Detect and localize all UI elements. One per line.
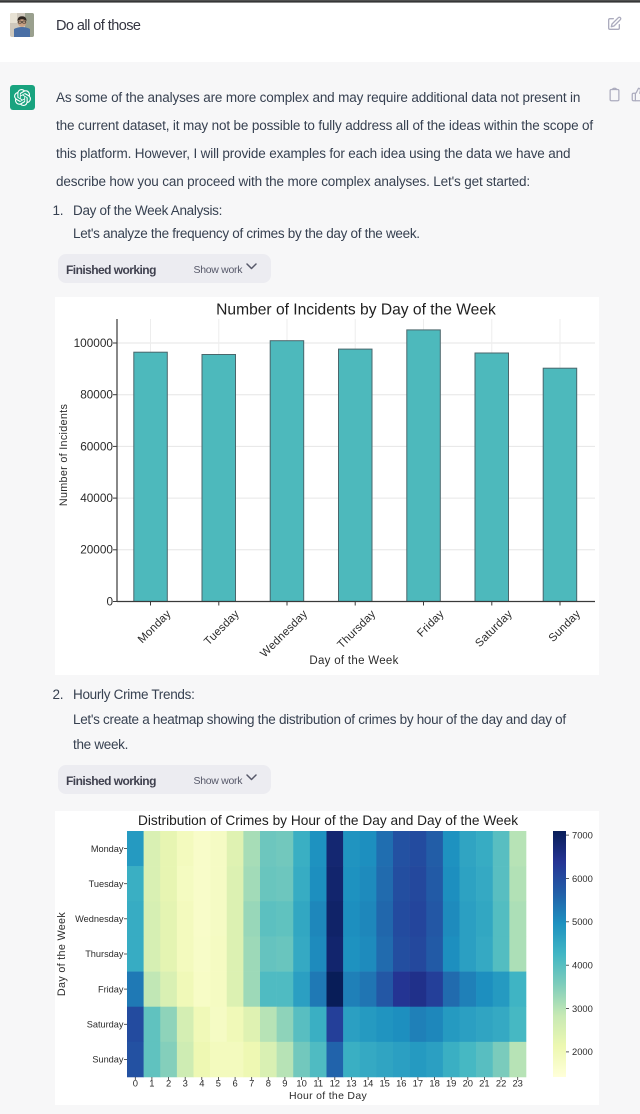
svg-text:Tuesday: Tuesday [89,879,124,889]
svg-text:60000: 60000 [80,439,113,453]
svg-text:Thursday: Thursday [85,949,124,959]
svg-text:80000: 80000 [80,388,113,402]
svg-text:Day of the Week: Day of the Week [56,912,68,996]
svg-text:14: 14 [363,1078,373,1089]
svg-text:3000: 3000 [572,1003,593,1014]
svg-text:Number of Incidents: Number of Incidents [58,404,70,507]
svg-text:12: 12 [330,1078,340,1089]
svg-text:13: 13 [346,1078,356,1089]
svg-text:20: 20 [463,1078,473,1089]
svg-text:Sunday: Sunday [547,608,584,645]
svg-text:2000: 2000 [572,1046,593,1057]
svg-text:19: 19 [446,1078,456,1089]
svg-text:16: 16 [396,1078,406,1089]
svg-text:Sunday: Sunday [92,1055,124,1065]
svg-text:7: 7 [249,1078,254,1089]
svg-text:4: 4 [199,1078,204,1089]
svg-text:11: 11 [313,1078,323,1089]
svg-text:8: 8 [266,1078,271,1089]
svg-text:Monday: Monday [91,844,124,854]
svg-text:4000: 4000 [572,960,593,971]
svg-text:23: 23 [512,1078,522,1089]
svg-text:100000: 100000 [74,336,114,350]
svg-text:3: 3 [183,1078,188,1089]
svg-text:6000: 6000 [572,873,593,884]
svg-text:5000: 5000 [572,916,593,927]
svg-text:18: 18 [429,1078,439,1089]
svg-text:6: 6 [232,1078,237,1089]
svg-text:17: 17 [413,1078,423,1089]
svg-text:Hour of the Day: Hour of the Day [289,1090,367,1102]
svg-text:Day of the Week: Day of the Week [309,655,398,667]
svg-text:15: 15 [379,1078,389,1089]
svg-text:Number of Incidents by Day of: Number of Incidents by Day of the Week [216,302,496,319]
svg-text:Thursday: Thursday [335,608,378,651]
svg-text:40000: 40000 [80,491,113,505]
svg-text:9: 9 [282,1078,287,1089]
svg-text:5: 5 [216,1078,221,1089]
svg-text:Distribution of Crimes by Hour: Distribution of Crimes by Hour of the Da… [138,813,518,828]
svg-text:Wednesday: Wednesday [258,608,310,660]
svg-text:0: 0 [133,1078,138,1089]
svg-text:20000: 20000 [80,543,113,557]
svg-text:10: 10 [296,1078,306,1089]
svg-text:Friday: Friday [98,984,124,994]
svg-text:Tuesday: Tuesday [202,608,242,648]
svg-text:22: 22 [496,1078,506,1089]
svg-text:Wednesday: Wednesday [75,914,124,924]
svg-text:1: 1 [149,1078,154,1089]
svg-text:Saturday: Saturday [87,1020,124,1030]
svg-text:21: 21 [479,1078,489,1089]
svg-text:Monday: Monday [136,608,174,646]
svg-text:Friday: Friday [415,608,447,640]
svg-text:Saturday: Saturday [473,608,515,650]
svg-text:2: 2 [166,1078,171,1089]
svg-text:7000: 7000 [572,829,593,840]
svg-text:0: 0 [106,594,113,608]
